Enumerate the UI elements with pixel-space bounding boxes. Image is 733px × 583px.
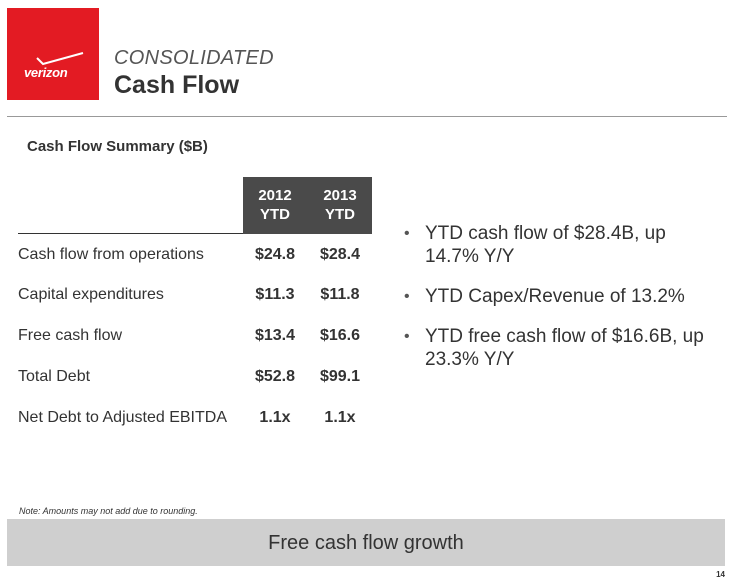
table-row: Total Debt $52.8 $99.1	[18, 368, 378, 388]
list-item: • YTD cash flow of $28.4B, up 14.7% Y/Y	[404, 222, 724, 268]
bullet-icon: •	[404, 288, 410, 305]
bullet-text: YTD cash flow of $28.4B, up 14.7% Y/Y	[425, 223, 666, 267]
page-number: 14	[716, 570, 725, 579]
bullet-text: YTD Capex/Revenue of 13.2%	[425, 286, 685, 307]
bullet-icon: •	[404, 328, 410, 345]
row-label: Net Debt to Adjusted EBITDA	[18, 409, 227, 426]
row-label: Cash flow from operations	[18, 246, 204, 263]
highlights-list: • YTD cash flow of $28.4B, up 14.7% Y/Y …	[404, 222, 724, 388]
table-row: Free cash flow $13.4 $16.6	[18, 327, 378, 347]
value-2013: $16.6	[319, 327, 361, 344]
summary-title: Cash Flow Summary ($B)	[27, 138, 208, 155]
list-item: • YTD Capex/Revenue of 13.2%	[404, 285, 724, 308]
row-label: Free cash flow	[18, 327, 123, 344]
value-2012: $11.3	[255, 286, 295, 303]
verizon-logo: verizon	[7, 8, 99, 100]
table-row: Cash flow from operations $24.8 $28.4	[18, 246, 378, 266]
value-2012: $52.8	[254, 368, 296, 385]
header-divider	[7, 116, 727, 117]
table-row: Net Debt to Adjusted EBITDA 1.1x 1.1x	[18, 409, 378, 429]
table-header-rule	[18, 233, 243, 234]
logo-wordmark: verizon	[24, 65, 68, 80]
value-2012: 1.1x	[259, 409, 291, 426]
value-2013: 1.1x	[324, 409, 356, 426]
value-2012: $24.8	[254, 246, 296, 263]
column-header-2013: 2013 YTD	[323, 187, 357, 223]
banner-text: Free cash flow growth	[268, 532, 464, 554]
bullet-text: YTD free cash flow of $16.6B, up 23.3% Y…	[425, 326, 704, 370]
row-label: Total Debt	[18, 368, 91, 385]
row-label: Capital expenditures	[18, 286, 164, 303]
value-2013: $11.8	[320, 286, 360, 303]
table-column-header: 2012 YTD 2013 YTD	[243, 177, 372, 234]
value-2013: $99.1	[319, 368, 361, 385]
value-2012: $13.4	[254, 327, 296, 344]
bullet-icon: •	[404, 225, 410, 242]
footnote: Note: Amounts may not add due to roundin…	[19, 506, 198, 516]
column-header-2012: 2012 YTD	[258, 187, 292, 223]
checkmark-icon	[36, 52, 84, 66]
takeaway-banner: Free cash flow growth	[7, 519, 725, 566]
list-item: • YTD free cash flow of $16.6B, up 23.3%…	[404, 325, 724, 371]
page-title: Cash Flow	[114, 71, 240, 99]
value-2013: $28.4	[319, 246, 361, 263]
table-row: Capital expenditures $11.3 $11.8	[18, 286, 378, 306]
page-subtitle: CONSOLIDATED	[114, 47, 274, 69]
